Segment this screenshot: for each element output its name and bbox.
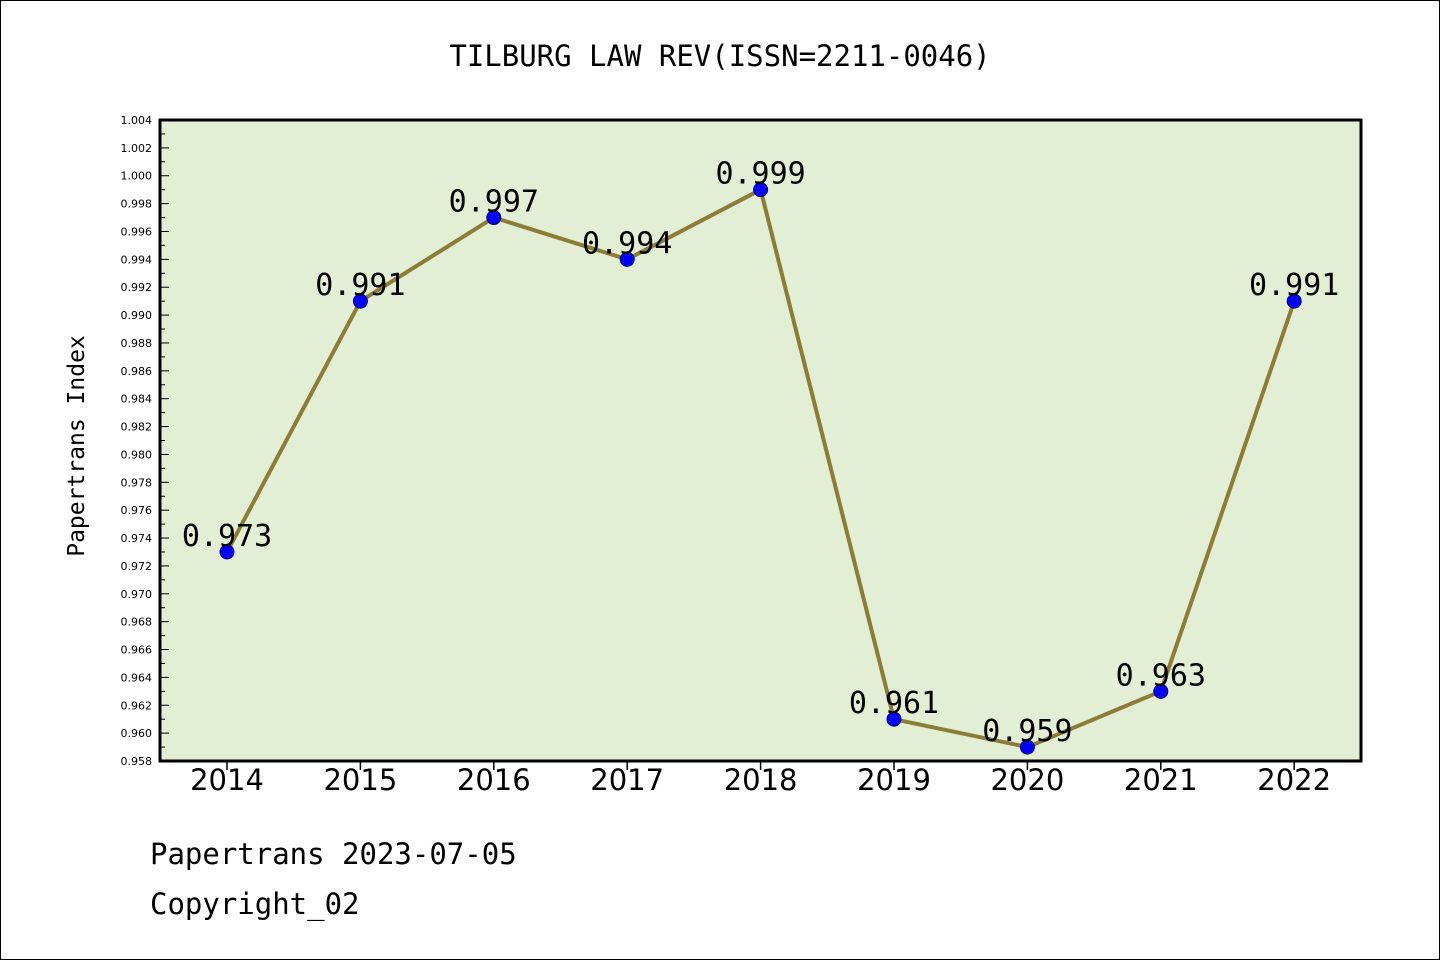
x-tick-label: 2016: [457, 763, 531, 797]
x-axis-tick-labels: 2014 2015 2016 2017 2018 2019 2020 2021 2022: [190, 763, 1331, 797]
chart-title: TILBURG LAW REV(ISSN=2211-0046): [449, 39, 990, 73]
y-tick-label: 0.996: [121, 225, 153, 238]
data-point: [352, 293, 368, 309]
y-tick-label: 0.978: [121, 476, 153, 489]
y-tick-label: 1.004: [121, 114, 153, 127]
data-label: 0.973: [182, 519, 272, 554]
x-tick-label: 2017: [590, 763, 664, 797]
y-tick-label: 1.000: [121, 170, 153, 183]
data-point: [486, 210, 502, 226]
x-tick-label: 2019: [857, 763, 931, 797]
y-tick-label: 0.974: [121, 532, 153, 545]
y-tick-label: 0.964: [121, 671, 153, 684]
data-label: 0.999: [715, 157, 805, 192]
data-labels: 0.973 0.991 0.997 0.994 0.999 0.961 0.959 0.963…: [182, 157, 1340, 749]
data-point: [753, 182, 769, 198]
y-tick-label: 0.962: [121, 699, 153, 712]
y-tick-label: 0.970: [121, 588, 153, 601]
data-label: 0.991: [1249, 268, 1339, 303]
y-tick-label: 0.990: [121, 309, 153, 322]
data-label: 0.961: [849, 686, 939, 721]
data-point: [1153, 683, 1169, 699]
data-label: 0.994: [582, 226, 672, 261]
x-tick-label: 2022: [1257, 763, 1331, 797]
y-tick-label: 0.968: [121, 616, 153, 629]
y-tick-label: 0.982: [121, 421, 153, 434]
x-tick-label: 2015: [323, 763, 397, 797]
data-label: 0.959: [982, 714, 1072, 749]
data-point: [619, 251, 635, 267]
data-label: 0.997: [449, 185, 539, 220]
y-tick-label: 0.984: [121, 393, 153, 406]
y-tick-label: 0.972: [121, 560, 153, 573]
plot-border: [158, 118, 1363, 763]
plot-area: [160, 120, 1361, 761]
y-tick-label: 0.998: [121, 198, 153, 211]
y-tick-label: 0.980: [121, 448, 153, 461]
data-point: [886, 711, 902, 727]
data-point: [1019, 739, 1035, 755]
y-tick-label: 0.992: [121, 281, 153, 294]
y-tick-label: 0.960: [121, 727, 153, 740]
x-tick-label: 2020: [990, 763, 1064, 797]
x-tick-label: 2018: [724, 763, 798, 797]
series-markers: [219, 182, 1302, 755]
y-tick-label: 1.002: [121, 142, 153, 155]
data-label: 0.991: [315, 268, 405, 303]
x-tick-label: 2014: [190, 763, 264, 797]
y-tick-label: 0.986: [121, 365, 153, 378]
data-point: [219, 544, 235, 560]
footer-date: Papertrans 2023-07-05: [150, 837, 517, 871]
data-label: 0.963: [1116, 658, 1206, 693]
y-tick-label: 0.988: [121, 337, 153, 350]
y-tick-label: 0.976: [121, 504, 153, 517]
y-tick-label: 0.994: [121, 253, 153, 266]
y-axis-label: Papertrans Index: [64, 335, 90, 557]
y-axis-tick-labels: 0.958 0.960 0.962 0.964 0.966 0.968 0.970 0.972…: [121, 114, 153, 768]
footer-copyright: Copyright_02: [150, 887, 360, 922]
y-tick-label: 0.958: [121, 755, 153, 768]
x-tick-label: 2021: [1124, 763, 1198, 797]
y-tick-label: 0.966: [121, 644, 153, 657]
data-point: [1286, 293, 1302, 309]
